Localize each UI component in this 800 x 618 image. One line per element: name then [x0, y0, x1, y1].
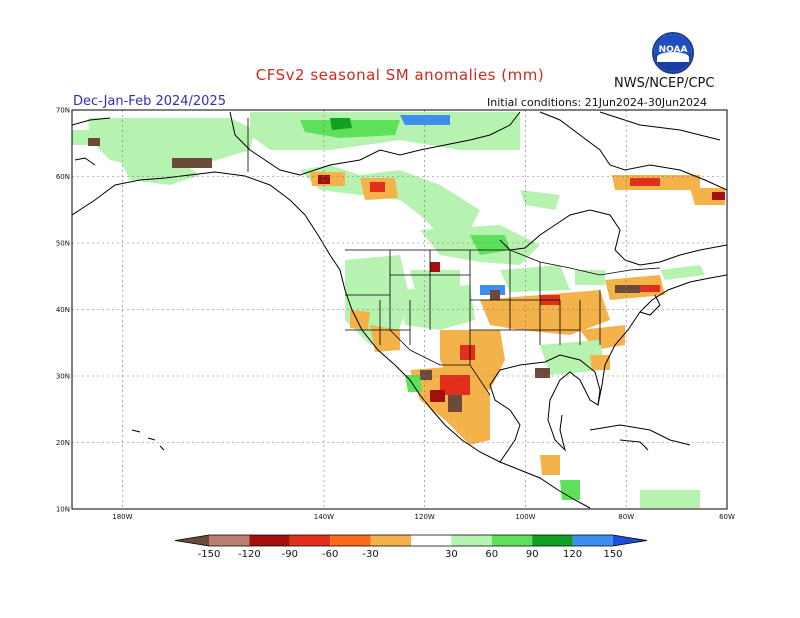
colorbar-label: -30: [362, 549, 378, 560]
colorbar-swatch: [370, 535, 411, 546]
map-frame: [71, 109, 728, 510]
lat-label: 40N: [56, 306, 70, 314]
lat-label: 10N: [56, 506, 70, 514]
agency-label: NWS/NCEP/CPC: [614, 76, 715, 91]
grid-lines: [72, 110, 727, 509]
colorbar-swatch: [330, 535, 371, 546]
colorbar-swatch: [209, 535, 250, 546]
colorbar-swatch: [451, 535, 492, 546]
lon-label: 180W: [112, 513, 132, 521]
noaa-logo-icon: NOAA: [652, 32, 694, 74]
colorbar-label: -120: [238, 549, 261, 560]
colorbar-label: 90: [526, 549, 539, 560]
colorbar-max-arrow: [613, 535, 647, 546]
colorbar-label: -60: [322, 549, 338, 560]
lat-label: 50N: [56, 240, 70, 248]
colorbar-swatch: [411, 535, 452, 546]
lat-label: 60N: [56, 173, 70, 181]
lat-label: 70N: [56, 107, 70, 115]
lat-label: 20N: [56, 439, 70, 447]
colorbar-swatch: [572, 535, 613, 546]
colorbar-label: -90: [282, 549, 298, 560]
political-boundaries: [247, 118, 661, 396]
colorbar-min-arrow: [175, 535, 209, 546]
colorbar-swatch: [491, 535, 533, 546]
latitude-labels: 70N 60N 50N 40N 30N 20N 10N: [56, 107, 70, 514]
lon-label: 60W: [719, 513, 735, 521]
colorbar-swatch: [249, 535, 290, 546]
colorbar-swatch: [289, 535, 331, 546]
colorbar-label: 30: [445, 549, 458, 560]
lon-label: 100W: [515, 513, 535, 521]
colorbar-label: 150: [603, 549, 622, 560]
lat-label: 30N: [56, 373, 70, 381]
longitude-labels: 180W 140W 120W 100W 80W 60W: [112, 513, 735, 521]
lon-label: 140W: [314, 513, 334, 521]
colorbar-outline: [174, 534, 648, 547]
colorbar-label: -150: [198, 549, 221, 560]
colorbar-swatch: [532, 535, 573, 546]
colorbar-label: 60: [485, 549, 498, 560]
season-label: Dec-Jan-Feb 2024/2025: [73, 94, 226, 109]
coastlines: [72, 111, 727, 509]
colorbar: -150 -120 -90 -60 -30 30 60 90 120 150: [174, 534, 648, 560]
lon-label: 80W: [618, 513, 634, 521]
map-title: CFSv2 seasonal SM anomalies (mm): [255, 66, 545, 84]
lon-label: 120W: [415, 513, 435, 521]
initial-conditions-label: Initial conditions: 21Jun2024-30Jun2024: [487, 96, 708, 109]
noaa-logo-text: NOAA: [658, 45, 688, 55]
colorbar-label: 120: [563, 549, 582, 560]
